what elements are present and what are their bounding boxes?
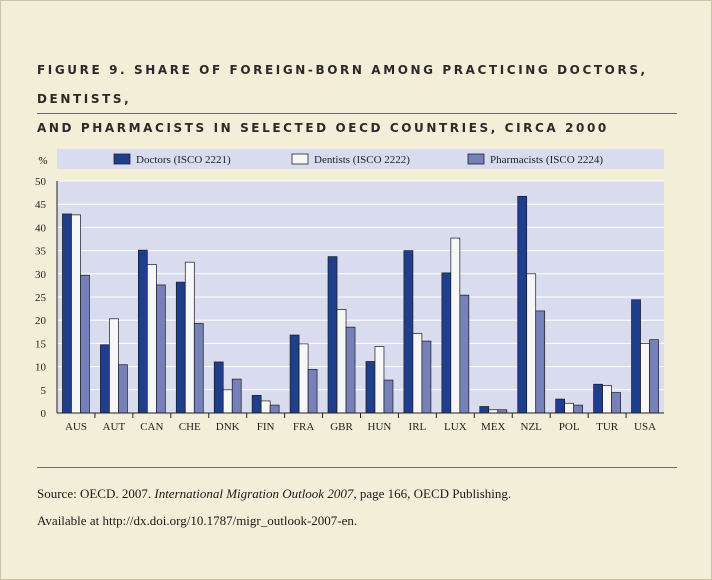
x-tick-label: CAN bbox=[140, 421, 163, 433]
bar bbox=[374, 346, 385, 414]
bar bbox=[365, 361, 376, 414]
bar bbox=[146, 264, 157, 414]
bar bbox=[222, 389, 233, 414]
source-suffix: , page 166, OECD Publishing. bbox=[353, 486, 512, 501]
bar bbox=[137, 249, 148, 414]
legend-swatch bbox=[467, 153, 485, 165]
bar bbox=[213, 361, 224, 414]
x-tick-label: AUS bbox=[65, 421, 87, 433]
bar bbox=[611, 392, 621, 414]
bar bbox=[564, 402, 575, 414]
bar bbox=[555, 398, 566, 414]
y-tick-label: 10 bbox=[35, 362, 47, 374]
bar bbox=[62, 213, 72, 414]
x-tick-label: IRL bbox=[409, 421, 427, 433]
figure-title: FIGURE 9. SHARE OF FOREIGN-BORN AMONG PR… bbox=[37, 56, 687, 143]
bar bbox=[345, 326, 356, 414]
y-tick-label: 5 bbox=[41, 385, 47, 397]
legend-swatch bbox=[113, 153, 131, 165]
bar bbox=[118, 364, 128, 414]
bar bbox=[307, 369, 318, 414]
title-rule bbox=[37, 113, 677, 114]
source-rule bbox=[37, 467, 677, 468]
x-tick-label: CHE bbox=[179, 421, 201, 433]
y-tick-label: 35 bbox=[35, 246, 47, 258]
bar bbox=[421, 340, 432, 414]
x-tick-label: MEX bbox=[481, 421, 506, 433]
bar bbox=[403, 250, 414, 414]
bar bbox=[269, 404, 280, 414]
y-tick-label: 20 bbox=[35, 315, 47, 327]
legend-label: Doctors (ISCO 2221) bbox=[136, 154, 231, 166]
x-tick-label: LUX bbox=[444, 421, 467, 433]
bar bbox=[80, 274, 90, 414]
x-tick-label: TUR bbox=[596, 421, 619, 433]
bar bbox=[459, 294, 470, 414]
y-tick-label: 50 bbox=[35, 176, 47, 188]
bar bbox=[184, 261, 195, 414]
bar bbox=[526, 273, 537, 414]
bar bbox=[251, 395, 262, 414]
y-tick-label: 45 bbox=[35, 199, 47, 211]
x-tick-label: DNK bbox=[216, 421, 240, 433]
bar bbox=[109, 318, 119, 414]
bar bbox=[412, 333, 423, 414]
bar bbox=[649, 339, 659, 414]
source-publication: International Migration Outlook 2007 bbox=[154, 486, 354, 501]
bar bbox=[231, 378, 242, 414]
legend-swatch bbox=[291, 153, 309, 165]
x-tick-label: AUT bbox=[103, 421, 126, 433]
x-tick-label: HUN bbox=[368, 421, 392, 433]
y-tick-label: 30 bbox=[35, 269, 47, 281]
bar bbox=[327, 256, 338, 414]
bar bbox=[479, 406, 490, 414]
bar bbox=[100, 344, 110, 414]
legend-label: Pharmacists (ISCO 2224) bbox=[490, 154, 603, 166]
bar bbox=[450, 237, 461, 414]
x-tick-label: USA bbox=[634, 421, 656, 433]
x-tick-label: FRA bbox=[293, 421, 314, 433]
bar bbox=[593, 383, 603, 414]
bar bbox=[640, 343, 650, 414]
bar bbox=[383, 379, 394, 414]
x-tick-label: POL bbox=[559, 421, 580, 433]
bar bbox=[155, 284, 166, 414]
bar bbox=[517, 195, 528, 414]
y-tick-label: 40 bbox=[35, 222, 47, 234]
y-axis-label: % bbox=[38, 155, 47, 167]
bar bbox=[289, 334, 300, 414]
legend-band bbox=[57, 149, 664, 169]
bar bbox=[573, 404, 584, 414]
bar bbox=[175, 281, 186, 414]
bar bbox=[336, 309, 347, 414]
bar bbox=[602, 385, 612, 414]
y-tick-label: 15 bbox=[35, 338, 47, 350]
source-citation: Source: OECD. 2007. International Migrat… bbox=[37, 486, 697, 502]
x-tick-label: GBR bbox=[330, 421, 353, 433]
title-line-2: AND PHARMACISTS IN SELECTED OECD COUNTRI… bbox=[37, 121, 609, 135]
bar bbox=[631, 299, 641, 414]
y-tick-label: 0 bbox=[41, 408, 47, 420]
source-prefix: Source: OECD. 2007. bbox=[37, 486, 155, 501]
x-tick-label: NZL bbox=[521, 421, 543, 433]
bar bbox=[298, 343, 309, 414]
source-availability: Available at http://dx.doi.org/10.1787/m… bbox=[37, 513, 358, 528]
x-tick-label: FIN bbox=[257, 421, 275, 433]
bar bbox=[71, 214, 81, 414]
bar bbox=[441, 272, 452, 414]
bar bbox=[535, 310, 546, 414]
bar bbox=[193, 323, 204, 414]
title-line-1: FIGURE 9. SHARE OF FOREIGN-BORN AMONG PR… bbox=[37, 63, 648, 106]
bar bbox=[260, 400, 271, 414]
y-tick-label: 25 bbox=[35, 292, 47, 304]
legend-label: Dentists (ISCO 2222) bbox=[314, 154, 410, 166]
